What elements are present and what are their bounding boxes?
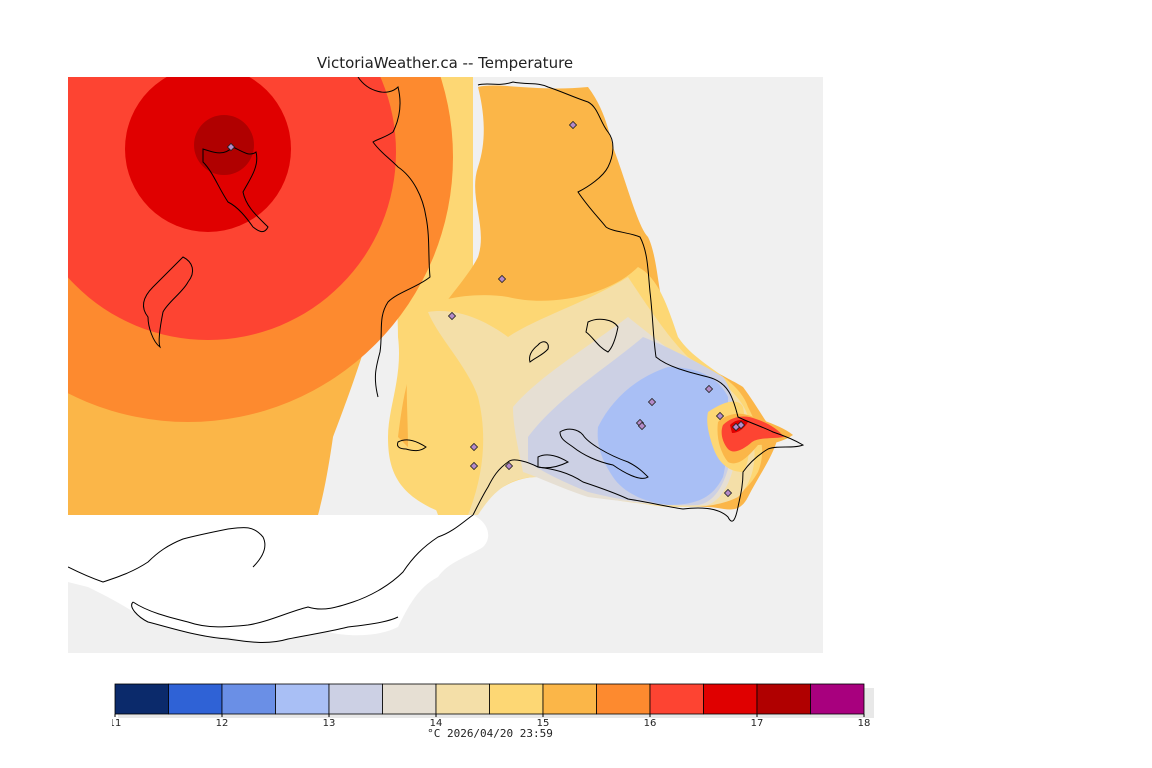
colorbar-tick-label: 14 — [430, 718, 443, 729]
station-markers[interactable] — [226, 120, 746, 498]
east-temperature-field — [398, 85, 793, 515]
colorbar-tick-label: 15 — [537, 718, 550, 729]
colorbar-swatch — [114, 683, 169, 715]
station-marker[interactable] — [704, 384, 714, 394]
station-marker[interactable] — [447, 311, 457, 321]
station-marker[interactable] — [504, 461, 514, 471]
colorbar-swatch — [435, 683, 490, 715]
colorbar-tick-label: 12 — [216, 718, 229, 729]
colorbar-tick-label: 11 — [112, 718, 121, 729]
temperature-colorbar: 11 12 13 14 15 16 17 18 — [112, 683, 874, 729]
colorbar-tick-label: 18 — [858, 718, 871, 729]
colorbar-tick-label: 13 — [323, 718, 336, 729]
colorbar-swatch — [489, 683, 544, 715]
colorbar-swatch — [649, 683, 704, 715]
colorbar-label: °C 2026/04/20 23:59 — [427, 727, 553, 740]
colorbar-tick-label: 16 — [644, 718, 657, 729]
station-marker[interactable] — [497, 274, 507, 284]
colorbar-swatch — [221, 683, 276, 715]
colorbar-swatch — [756, 683, 811, 715]
station-marker[interactable] — [647, 397, 657, 407]
colorbar-swatch — [328, 683, 383, 715]
station-marker[interactable] — [568, 120, 578, 130]
temperature-map[interactable] — [68, 77, 823, 653]
colorbar-swatch — [382, 683, 437, 715]
colorbar-swatches — [114, 683, 865, 715]
coastlines — [68, 77, 805, 643]
contour-17-5 — [194, 115, 254, 175]
station-marker[interactable] — [469, 461, 479, 471]
colorbar-swatch — [542, 683, 597, 715]
station-marker[interactable] — [723, 488, 733, 498]
colorbar-tick-label: 17 — [751, 718, 764, 729]
station-marker[interactable] — [469, 442, 479, 452]
colorbar-ticks: 11 12 13 14 15 16 17 18 — [112, 714, 870, 729]
colorbar-swatch — [596, 683, 651, 715]
station-marker[interactable] — [637, 421, 647, 431]
station-marker[interactable] — [226, 142, 236, 152]
colorbar-swatch — [703, 683, 758, 715]
colorbar-swatch — [810, 683, 865, 715]
map-title: VictoriaWeather.ca -- Temperature — [316, 54, 574, 72]
colorbar-swatch — [275, 683, 330, 715]
station-marker[interactable] — [715, 411, 725, 421]
station-marker[interactable] — [736, 420, 746, 430]
colorbar-swatch — [168, 683, 223, 715]
no-data-region — [68, 515, 489, 642]
